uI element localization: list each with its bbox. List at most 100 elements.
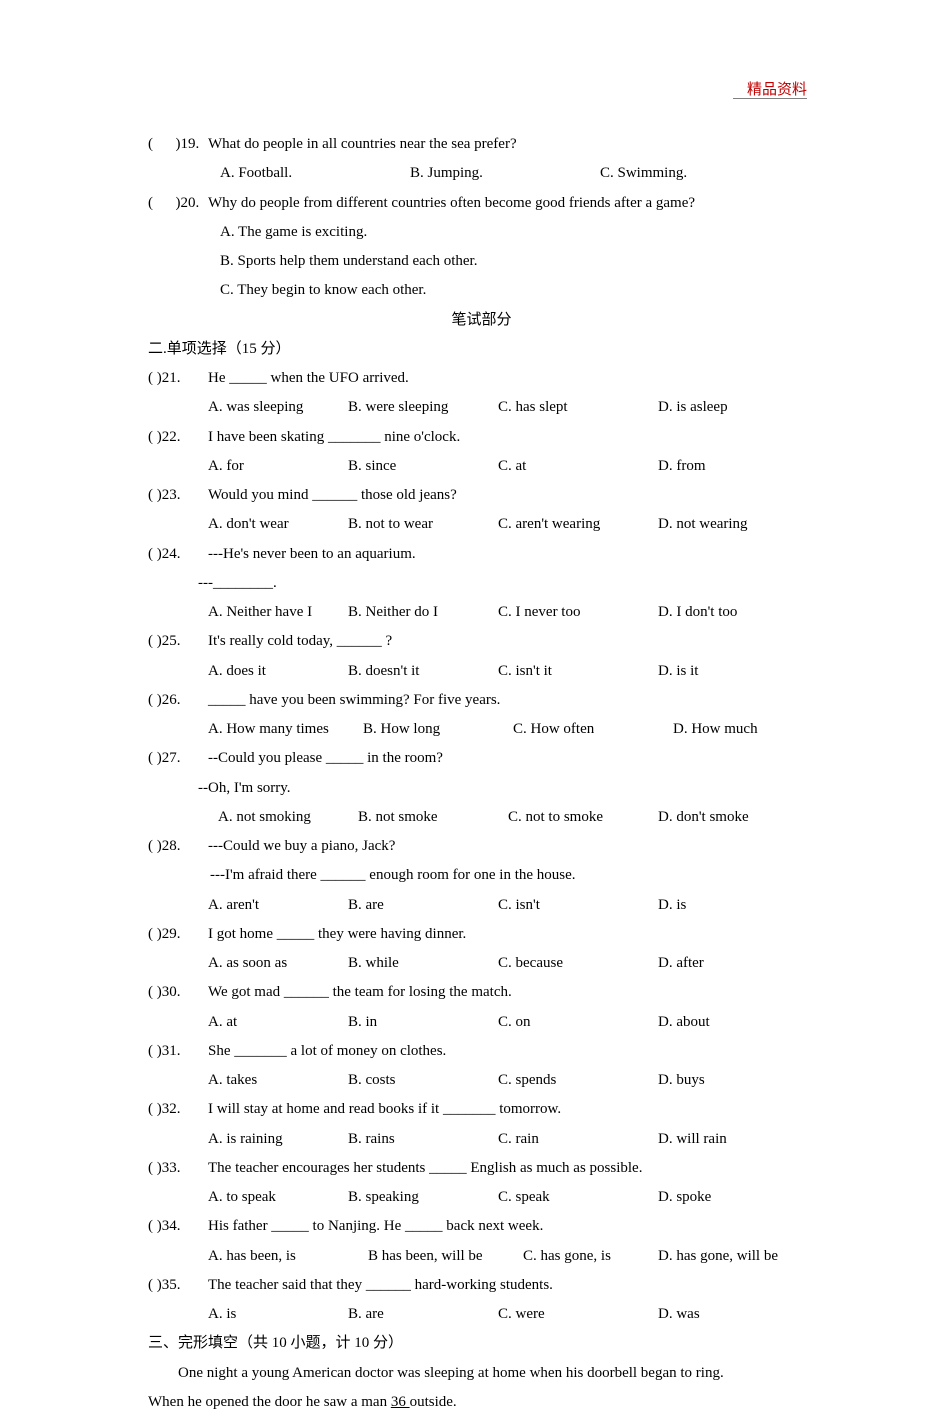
q29-a: A. as soon as	[208, 949, 348, 978]
header-label: 精品资料	[747, 78, 807, 99]
q32-c: C. rain	[498, 1125, 658, 1154]
q34-stem: His father _____ to Nanjing. He _____ ba…	[208, 1212, 543, 1241]
paren: ( )19.	[148, 130, 202, 159]
q25-b: B. doesn't it	[348, 657, 498, 686]
q24-reply: ---________.	[148, 569, 815, 598]
q25-a: A. does it	[208, 657, 348, 686]
paren: ( )20.	[148, 189, 202, 218]
section3-title: 三、完形填空（共 10 小题，计 10 分）	[148, 1329, 815, 1358]
q22-opts: A. for B. since C. at D. from	[148, 452, 815, 481]
mc-q31: ( )31. She _______ a lot of money on clo…	[148, 1037, 815, 1066]
cloze-l2a: When he opened the door he saw a man	[148, 1394, 391, 1410]
mc-q23: ( )23. Would you mind ______ those old j…	[148, 481, 815, 510]
q29-paren: ( )29.	[148, 920, 208, 949]
q23-a: A. don't wear	[208, 510, 348, 539]
q33-c: C. speak	[498, 1183, 658, 1212]
q26-b: B. How long	[363, 715, 513, 744]
q34-d: D. has gone, will be	[658, 1242, 778, 1271]
q35-c: C. were	[498, 1300, 658, 1329]
q21-b: B. were sleeping	[348, 393, 498, 422]
q31-paren: ( )31.	[148, 1037, 208, 1066]
q20-stem: Why do people from different countries o…	[202, 189, 815, 218]
q24-opts: A. Neither have I B. Neither do I C. I n…	[148, 598, 815, 627]
q31-stem: She _______ a lot of money on clothes.	[208, 1037, 446, 1066]
q30-stem: We got mad ______ the team for losing th…	[208, 978, 512, 1007]
q29-stem: I got home _____ they were having dinner…	[208, 920, 466, 949]
q21-stem: He _____ when the UFO arrived.	[208, 364, 409, 393]
cloze-l2b: outside.	[410, 1394, 457, 1410]
mc-q33: ( )33. The teacher encourages her studen…	[148, 1154, 815, 1183]
q26-stem: _____ have you been swimming? For five y…	[208, 686, 500, 715]
q29-d: D. after	[658, 949, 704, 978]
q21-paren: ( )21.	[148, 364, 208, 393]
q29-c: C. because	[498, 949, 658, 978]
q32-d: D. will rain	[658, 1125, 727, 1154]
q23-opts: A. don't wear B. not to wear C. aren't w…	[148, 510, 815, 539]
q30-d: D. about	[658, 1008, 710, 1037]
q30-c: C. on	[498, 1008, 658, 1037]
listening-q19: ( )19. What do people in all countries n…	[148, 130, 815, 159]
q35-opts: A. is B. are C. were D. was	[148, 1300, 815, 1329]
q26-d: D. How much	[673, 715, 758, 744]
q19-opt-a: A. Football.	[220, 159, 410, 188]
q33-stem: The teacher encourages her students ____…	[208, 1154, 642, 1183]
q19-stem: What do people in all countries near the…	[202, 130, 815, 159]
q28-b: B. are	[348, 891, 498, 920]
q34-c: C. has gone, is	[523, 1242, 658, 1271]
q22-stem: I have been skating _______ nine o'clock…	[208, 423, 460, 452]
q26-c: C. How often	[513, 715, 673, 744]
mc-q35: ( )35. The teacher said that they ______…	[148, 1271, 815, 1300]
q34-b: B has been, will be	[368, 1242, 523, 1271]
q29-opts: A. as soon as B. while C. because D. aft…	[148, 949, 815, 978]
q34-a: A. has been, is	[208, 1242, 368, 1271]
q21-c: C. has slept	[498, 393, 658, 422]
q22-a: A. for	[208, 452, 348, 481]
q20-opt-b: B. Sports help them understand each othe…	[148, 247, 815, 276]
q28-opts: A. aren't B. are C. isn't D. is	[148, 891, 815, 920]
q35-a: A. is	[208, 1300, 348, 1329]
q34-paren: ( )34.	[148, 1212, 208, 1241]
q24-c: C. I never too	[498, 598, 658, 627]
mc-q30: ( )30. We got mad ______ the team for lo…	[148, 978, 815, 1007]
q33-d: D. spoke	[658, 1183, 711, 1212]
q33-a: A. to speak	[208, 1183, 348, 1212]
q21-d: D. is asleep	[658, 393, 728, 422]
q25-paren: ( )25.	[148, 627, 208, 656]
mc-q26: ( )26. _____ have you been swimming? For…	[148, 686, 815, 715]
q31-d: D. buys	[658, 1066, 705, 1095]
q28-reply: ---I'm afraid there ______ enough room f…	[148, 861, 815, 890]
q30-a: A. at	[208, 1008, 348, 1037]
mc-q29: ( )29. I got home _____ they were having…	[148, 920, 815, 949]
q24-b: B. Neither do I	[348, 598, 498, 627]
q27-stem: --Could you please _____ in the room?	[208, 744, 443, 773]
q28-stem: ---Could we buy a piano, Jack?	[208, 832, 395, 861]
q20-opt-c: C. They begin to know each other.	[148, 276, 815, 305]
q24-d: D. I don't too	[658, 598, 737, 627]
q33-opts: A. to speak B. speaking C. speak D. spok…	[148, 1183, 815, 1212]
q31-opts: A. takes B. costs C. spends D. buys	[148, 1066, 815, 1095]
mc-q32: ( )32. I will stay at home and read book…	[148, 1095, 815, 1124]
q23-paren: ( )23.	[148, 481, 208, 510]
q20-opt-a: A. The game is exciting.	[148, 218, 815, 247]
q32-opts: A. is raining B. rains C. rain D. will r…	[148, 1125, 815, 1154]
q27-opts: A. not smoking B. not smoke C. not to sm…	[148, 803, 815, 832]
q35-paren: ( )35.	[148, 1271, 208, 1300]
mc-q28: ( )28. ---Could we buy a piano, Jack?	[148, 832, 815, 861]
mc-q27: ( )27. --Could you please _____ in the r…	[148, 744, 815, 773]
q22-b: B. since	[348, 452, 498, 481]
q27-b: B. not smoke	[358, 803, 508, 832]
q26-paren: ( )26.	[148, 686, 208, 715]
q27-c: C. not to smoke	[508, 803, 658, 832]
q33-b: B. speaking	[348, 1183, 498, 1212]
q33-paren: ( )33.	[148, 1154, 208, 1183]
mc-q24: ( )24. ---He's never been to an aquarium…	[148, 540, 815, 569]
written-section-label: 笔试部分	[148, 306, 815, 335]
header-underline	[733, 98, 807, 99]
q28-c: C. isn't	[498, 891, 658, 920]
q26-opts: A. How many times B. How long C. How oft…	[148, 715, 815, 744]
q30-opts: A. at B. in C. on D. about	[148, 1008, 815, 1037]
q22-paren: ( )22.	[148, 423, 208, 452]
cloze-blank-36: 36	[391, 1394, 410, 1410]
q23-d: D. not wearing	[658, 510, 748, 539]
q23-stem: Would you mind ______ those old jeans?	[208, 481, 457, 510]
